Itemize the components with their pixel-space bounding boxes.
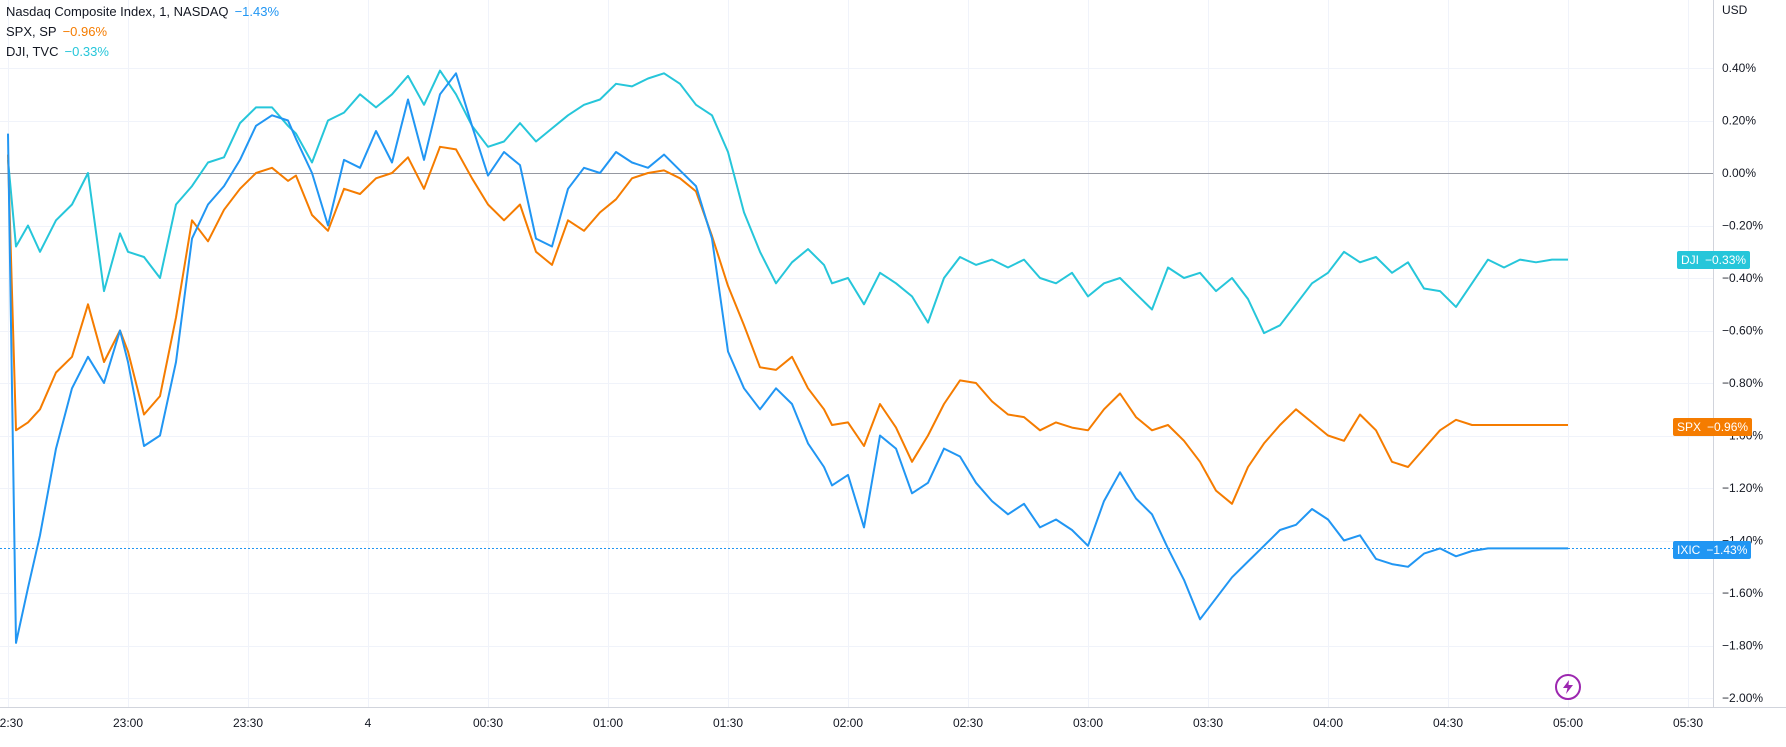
y-tick-label: −1.60% bbox=[1722, 586, 1763, 600]
x-tick-label: 03:30 bbox=[1193, 716, 1223, 730]
y-tick-label: −0.40% bbox=[1722, 271, 1763, 285]
x-tick-label: 03:00 bbox=[1073, 716, 1103, 730]
y-tick-label: −2.00% bbox=[1722, 691, 1763, 705]
price-tag-value: −0.96% bbox=[1707, 420, 1749, 434]
legend: Nasdaq Composite Index, 1, NASDAQ −1.43% … bbox=[6, 2, 279, 62]
price-tag-ixic: IXIC −1.43% bbox=[1673, 541, 1752, 559]
x-tick-label: 23:30 bbox=[233, 716, 263, 730]
x-tick-label: 04:30 bbox=[1433, 716, 1463, 730]
series-lines bbox=[7, 69, 1568, 644]
price-tag-dji: DJI −0.33% bbox=[1677, 251, 1751, 269]
replay-button[interactable] bbox=[1555, 674, 1581, 700]
x-tick-label: 23:00 bbox=[113, 716, 143, 730]
legend-label-dji: DJI, TVC bbox=[6, 44, 59, 59]
x-tick-label: 04:00 bbox=[1313, 716, 1343, 730]
time-axis[interactable]: 22:30 23:00 23:30 4 00:30 01:00 01:30 02:00 02:3… bbox=[0, 716, 1703, 730]
y-tick-label: −1.80% bbox=[1722, 639, 1763, 653]
y-tick-label: −0.80% bbox=[1722, 376, 1763, 390]
legend-row-dji[interactable]: DJI, TVC −0.33% bbox=[6, 42, 279, 62]
legend-change-nasdaq: −1.43% bbox=[234, 4, 280, 19]
x-tick-label: 01:00 bbox=[593, 716, 623, 730]
x-tick-label: 01:30 bbox=[713, 716, 743, 730]
x-tick-label: 05:00 bbox=[1553, 716, 1583, 730]
x-tick-label: 02:30 bbox=[953, 716, 983, 730]
y-tick-label: −0.20% bbox=[1722, 219, 1763, 233]
x-tick-label: 05:30 bbox=[1673, 716, 1703, 730]
price-tag-value: −0.33% bbox=[1705, 253, 1747, 267]
x-tick-label: 02:00 bbox=[833, 716, 863, 730]
price-tag-spx: SPX −0.96% bbox=[1673, 418, 1753, 436]
price-axis[interactable]: 0.40% 0.20% 0.00% −0.20% −0.40% −0.60% −0.80% −… bbox=[1722, 61, 1763, 705]
series-line-dji[interactable] bbox=[7, 69, 1568, 335]
x-tick-label: 4 bbox=[365, 716, 372, 730]
price-tag-symbol: SPX bbox=[1677, 420, 1702, 434]
y-tick-label: −0.60% bbox=[1722, 324, 1763, 338]
lightning-icon bbox=[1563, 680, 1573, 694]
legend-label-spx: SPX, SP bbox=[6, 24, 57, 39]
legend-row-nasdaq[interactable]: Nasdaq Composite Index, 1, NASDAQ −1.43% bbox=[6, 2, 279, 22]
series-line-spx[interactable] bbox=[7, 145, 1568, 505]
price-tag-symbol: IXIC bbox=[1677, 543, 1701, 557]
legend-row-spx[interactable]: SPX, SP −0.96% bbox=[6, 22, 279, 42]
legend-label-nasdaq: Nasdaq Composite Index, 1, NASDAQ bbox=[6, 4, 229, 19]
y-tick-label: 0.00% bbox=[1722, 166, 1756, 180]
series-line-ixic[interactable] bbox=[7, 72, 1568, 644]
y-tick-label: 0.20% bbox=[1722, 114, 1756, 128]
price-tag-value: −1.43% bbox=[1706, 543, 1748, 557]
y-tick-label: −1.20% bbox=[1722, 481, 1763, 495]
x-tick-label: 00:30 bbox=[473, 716, 503, 730]
y-tick-label: 0.40% bbox=[1722, 61, 1756, 75]
legend-change-spx: −0.96% bbox=[62, 24, 108, 39]
x-tick-label: 22:30 bbox=[0, 716, 23, 730]
price-tag-symbol: DJI bbox=[1681, 253, 1699, 267]
currency-label: USD bbox=[1722, 3, 1748, 17]
legend-change-dji: −0.33% bbox=[64, 44, 109, 59]
grid bbox=[0, 0, 1713, 707]
